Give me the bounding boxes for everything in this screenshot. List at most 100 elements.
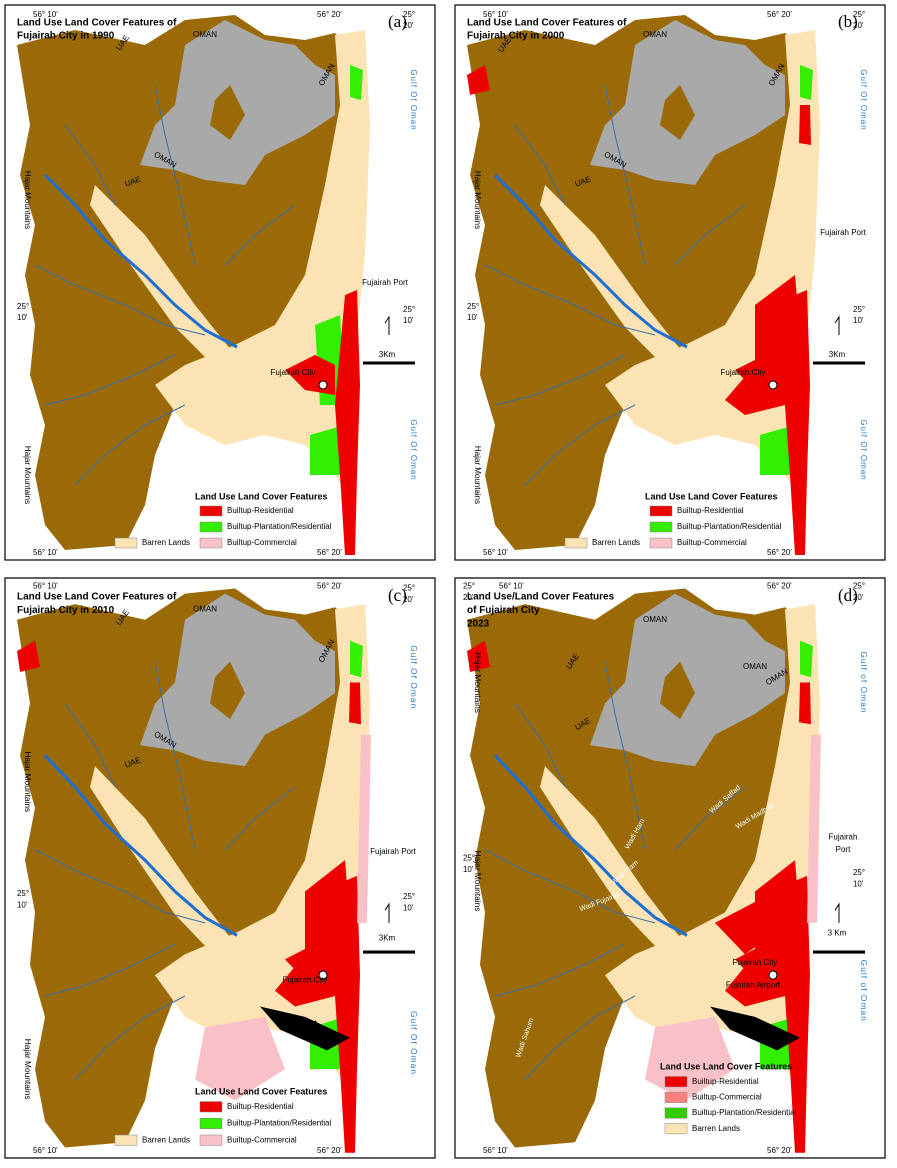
coordinate-label: 56° 10' bbox=[499, 581, 524, 590]
coordinate-label: 25° bbox=[403, 892, 415, 901]
legend-swatch bbox=[199, 1101, 223, 1113]
coordinate-label: 25° bbox=[403, 10, 415, 19]
place-label: Hajar Mountains bbox=[473, 851, 482, 912]
legend-label: Builtup-Residential bbox=[692, 1077, 759, 1086]
river bbox=[74, 995, 186, 1080]
river bbox=[514, 124, 566, 206]
place-label: Gulf of Oman bbox=[859, 960, 868, 1022]
place-label: 3Km bbox=[379, 350, 396, 359]
panel-title: Land Use Land Cover Features of bbox=[17, 591, 177, 602]
panel-letter: (a) bbox=[388, 12, 407, 31]
coordinate-label: 56° 10' bbox=[33, 548, 58, 557]
river bbox=[43, 754, 238, 937]
coordinate-label: 56° 10' bbox=[483, 548, 508, 557]
north-arrow bbox=[384, 902, 390, 923]
mountain-area bbox=[210, 661, 245, 720]
panel-title: Land Use/Land Cover Features bbox=[467, 591, 614, 602]
barren-land bbox=[540, 766, 685, 957]
legend-label: Builtup-Commercial bbox=[677, 538, 747, 547]
residential-area bbox=[799, 682, 811, 725]
coordinate-label: 10' bbox=[17, 313, 28, 322]
legend-label: Builtup-Plantation/Residential bbox=[692, 1108, 797, 1117]
plantation-area bbox=[310, 425, 345, 475]
river bbox=[494, 943, 626, 997]
place-label: Fujairah City bbox=[283, 975, 329, 984]
place-label: Hajar Mountains bbox=[23, 171, 32, 229]
coordinate-label: 25° bbox=[17, 889, 29, 898]
river bbox=[484, 264, 656, 336]
legend-label: Builtup-Plantation/Residential bbox=[227, 1119, 332, 1128]
coordinate-label: 10' bbox=[853, 879, 864, 888]
coordinate-label: 56° 20' bbox=[767, 1146, 792, 1155]
place-label: Hajar Mountains bbox=[23, 446, 32, 504]
plantation-area bbox=[800, 65, 813, 100]
legend-swatch bbox=[664, 1076, 688, 1088]
residential-area bbox=[17, 640, 40, 673]
coordinate-label: 10' bbox=[853, 316, 864, 325]
coordinate-label: 25° bbox=[463, 853, 475, 862]
plantation-area bbox=[760, 425, 795, 475]
legend-label: Barren Lands bbox=[142, 1135, 190, 1144]
coordinate-label: 25° bbox=[403, 584, 415, 593]
north-arrow bbox=[384, 315, 390, 335]
legend-title: Land Use Land Cover Features bbox=[195, 1086, 327, 1096]
place-label: Fujairah Airport bbox=[726, 981, 781, 990]
place-label: Airport bbox=[293, 1018, 317, 1027]
residential-area bbox=[467, 640, 490, 673]
coordinate-label: 25° bbox=[853, 10, 865, 19]
panel-letter: (c) bbox=[388, 586, 407, 605]
legend-label: Builtup-Commercial bbox=[227, 538, 297, 547]
river bbox=[674, 786, 746, 851]
legend-label: Builtup-Plantation/Residential bbox=[677, 522, 782, 531]
coordinate-label: 10' bbox=[467, 313, 478, 322]
legend-swatch bbox=[649, 521, 673, 533]
place-label: Hajar Mountains bbox=[473, 652, 482, 713]
coordinate-label: 10' bbox=[463, 865, 474, 874]
residential-area bbox=[467, 65, 490, 95]
city-marker bbox=[768, 970, 778, 980]
commercial-area bbox=[807, 734, 821, 923]
place-label: Gulf Of Oman bbox=[409, 1011, 418, 1075]
coordinate-label: 56° 10' bbox=[483, 1146, 508, 1155]
legend-label: Barren Lands bbox=[592, 538, 640, 547]
place-label: 3Km bbox=[829, 350, 846, 359]
city-marker bbox=[318, 380, 328, 390]
place-label: Port bbox=[836, 845, 851, 854]
legend-label: Builtup-Commercial bbox=[227, 1135, 297, 1144]
legend-swatch bbox=[649, 505, 673, 517]
legend-swatch bbox=[199, 505, 223, 517]
panel-letter: (d) bbox=[838, 586, 858, 605]
legend-swatch bbox=[114, 537, 138, 549]
coordinate-label: 20' bbox=[403, 21, 414, 30]
coordinate-label: 20' bbox=[403, 595, 414, 604]
north-arrow bbox=[834, 315, 840, 335]
coordinate-label: 56° 20' bbox=[317, 548, 342, 557]
coordinate-label: 20' bbox=[853, 593, 864, 602]
legend-swatch bbox=[199, 521, 223, 533]
residential-area bbox=[799, 105, 811, 145]
legend-label: Builtup-Residential bbox=[227, 1102, 294, 1111]
river bbox=[43, 173, 238, 349]
coordinate-label: 56° 20' bbox=[317, 1146, 342, 1155]
place-label: OMAN bbox=[193, 30, 217, 39]
coordinate-label: 25° bbox=[17, 302, 29, 311]
panel-title: Land Use Land Cover Features of bbox=[467, 18, 627, 29]
river bbox=[674, 204, 746, 266]
place-label: OMAN bbox=[643, 615, 667, 624]
map-panel: Land Use Land Cover Features of Fujairah … bbox=[454, 4, 886, 561]
legend-title: Land Use Land Cover Features bbox=[660, 1061, 792, 1071]
north-arrow bbox=[834, 902, 840, 923]
river bbox=[484, 849, 656, 924]
residential-area bbox=[335, 290, 360, 555]
river bbox=[604, 84, 646, 266]
river bbox=[64, 703, 116, 788]
place-label: Fujairah City bbox=[271, 368, 316, 377]
river bbox=[514, 703, 566, 788]
place-label: 3Km bbox=[379, 934, 396, 943]
river bbox=[493, 173, 688, 349]
coordinate-label: 56° 10' bbox=[33, 10, 58, 19]
place-label: Fujairah Port bbox=[362, 278, 409, 287]
place-label: OMAN bbox=[643, 30, 667, 39]
river bbox=[224, 204, 296, 266]
